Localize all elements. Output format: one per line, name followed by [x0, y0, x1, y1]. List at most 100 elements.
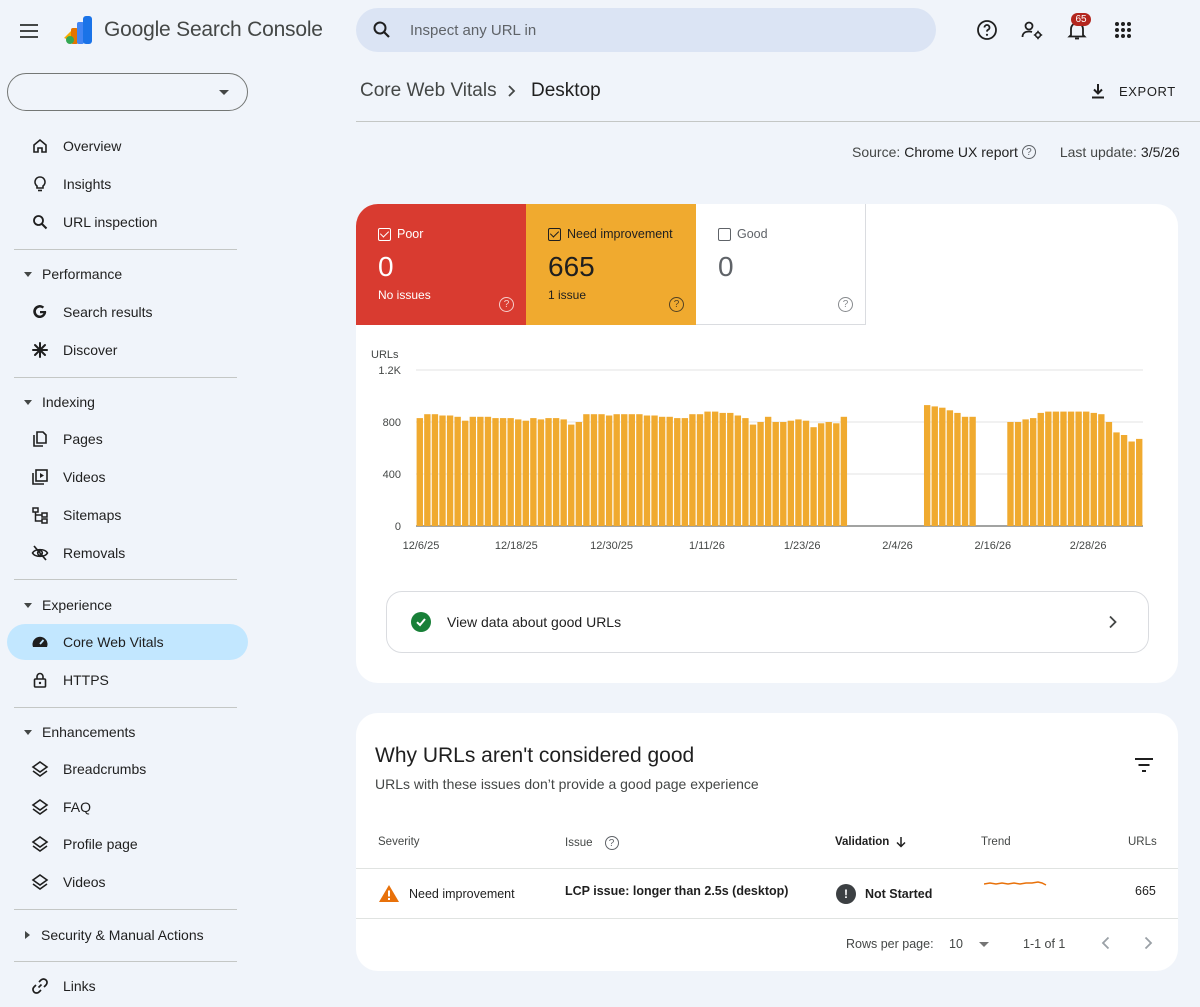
layers-icon [31, 799, 49, 815]
chart-bar [507, 418, 514, 526]
col-severity[interactable]: Severity [378, 836, 420, 848]
sidebar-divider [14, 909, 237, 910]
property-selector[interactable] [7, 73, 248, 111]
help-icon[interactable]: ? [669, 297, 684, 312]
header-divider [356, 121, 1200, 122]
sidebar-item-videos[interactable]: Videos [7, 459, 248, 495]
sidebar-item-discover[interactable]: Discover [7, 332, 248, 368]
sidebar-section-security[interactable]: Security & Manual Actions [14, 920, 204, 950]
x-tick-label: 2/16/26 [974, 540, 1011, 552]
need-improvement-tile[interactable]: Need improvement 665 1 issue ? [526, 204, 696, 325]
section-label: Security & Manual Actions [41, 927, 204, 943]
chart-bar [583, 414, 590, 526]
chart-bar [749, 424, 757, 526]
source-value: Chrome UX report [904, 144, 1018, 160]
help-icon[interactable]: ? [1021, 145, 1036, 159]
issues-card: Why URLs aren't considered good URLs wit… [356, 713, 1178, 971]
chart-bar [1045, 411, 1052, 526]
next-page-icon[interactable] [1142, 936, 1154, 950]
section-label: Enhancements [42, 724, 136, 740]
col-validation[interactable]: Validation [835, 836, 907, 848]
chart-bar [1105, 422, 1113, 526]
section-label: Experience [42, 597, 113, 613]
col-label: Validation [835, 836, 890, 848]
chart-bar [1136, 438, 1143, 526]
sidebar-item-search-results[interactable]: Search results [7, 294, 248, 330]
sidebar-section-enhancements[interactable]: Enhancements [14, 717, 135, 747]
sidebar-item-label: Search results [63, 304, 153, 320]
sidebar-item-removals[interactable]: Removals [7, 535, 248, 571]
search-input[interactable] [410, 21, 890, 39]
help-icon[interactable]: ? [604, 836, 619, 850]
col-issue[interactable]: Issue? [565, 836, 619, 850]
sidebar-item-profile-page[interactable]: Profile page [7, 826, 248, 862]
collapse-triangle-icon [24, 729, 32, 735]
source-label: Source: [852, 144, 901, 160]
chart-bar [575, 422, 583, 526]
url-inspection-search[interactable] [356, 8, 936, 52]
help-icon[interactable] [975, 18, 999, 42]
section-label: Performance [42, 266, 123, 282]
good-checkbox[interactable] [718, 228, 731, 241]
good-tile[interactable]: Good 0 ? [696, 204, 866, 325]
sidebar-item-breadcrumbs[interactable]: Breadcrumbs [7, 751, 248, 787]
col-urls[interactable]: URLs [1128, 836, 1157, 848]
chart-bar [477, 416, 484, 526]
chart-bar [1128, 441, 1135, 526]
prev-page-icon[interactable] [1100, 936, 1112, 950]
sidebar-item-label: Videos [63, 469, 106, 485]
sidebar-item-overview[interactable]: Overview [7, 128, 248, 164]
view-good-urls-link[interactable]: View data about good URLs [386, 591, 1149, 653]
row-issue-link[interactable]: LCP issue: longer than 2.5s (desktop) [565, 884, 789, 898]
need-improvement-checkbox[interactable] [548, 228, 561, 241]
filter-icon[interactable] [1134, 757, 1154, 773]
sidebar-item-pages[interactable]: Pages [7, 421, 248, 457]
main-menu-icon[interactable] [20, 18, 46, 44]
severity-label: Need improvement [409, 886, 515, 901]
y-axis-label: URLs [371, 349, 399, 361]
exclamation-icon: ! [836, 884, 856, 904]
apps-grid-icon[interactable] [1111, 18, 1135, 42]
chart-bar [598, 414, 605, 526]
sidebar-item-label: Core Web Vitals [63, 634, 164, 650]
help-icon[interactable]: ? [499, 297, 514, 312]
sidebar-item-label: FAQ [63, 799, 92, 815]
sidebar-item-faq[interactable]: FAQ [7, 789, 248, 825]
sidebar-section-performance[interactable]: Performance [14, 259, 122, 289]
chart-bar [923, 405, 931, 526]
sidebar-item-insights[interactable]: Insights [7, 166, 248, 202]
chart-bar [825, 422, 832, 526]
breadcrumb-parent[interactable]: Core Web Vitals [360, 80, 497, 101]
asterisk-icon [32, 342, 48, 358]
sidebar-item-sitemaps[interactable]: Sitemaps [7, 497, 248, 533]
chart-bar [734, 415, 742, 526]
sidebar-divider [14, 377, 237, 378]
app-title: Google Search Console [104, 18, 323, 41]
chart-bar [643, 415, 651, 526]
chart-bar [840, 416, 848, 526]
chart-bar [1120, 435, 1128, 526]
user-settings-icon[interactable] [1020, 18, 1044, 42]
sidebar-section-experience[interactable]: Experience [14, 590, 112, 620]
rows-per-page-select[interactable]: 10 [949, 937, 989, 951]
chart-bar [719, 412, 726, 526]
sidebar-item-links[interactable]: Links [7, 968, 248, 1004]
poor-tile[interactable]: Poor 0 No issues ? [356, 204, 526, 325]
chart-bar [666, 416, 673, 526]
sidebar-section-indexing[interactable]: Indexing [14, 387, 95, 417]
sidebar-item-https[interactable]: HTTPS [7, 662, 248, 698]
sidebar-item-core-web-vitals[interactable]: Core Web Vitals [7, 624, 248, 660]
chart-bar [795, 419, 802, 526]
sidebar-item-enh-videos[interactable]: Videos [7, 864, 248, 900]
sidebar-item-url-inspection[interactable]: URL inspection [7, 204, 248, 240]
chart-bar [651, 415, 658, 526]
export-button[interactable]: EXPORT [1089, 79, 1176, 103]
issues-title: Why URLs aren't considered good [375, 744, 695, 767]
search-console-logo [64, 16, 92, 44]
chart-bar [772, 422, 779, 526]
section-label: Indexing [42, 394, 95, 410]
help-icon[interactable]: ? [838, 297, 853, 312]
check-circle-icon [411, 612, 431, 632]
chart-bar [833, 423, 840, 526]
poor-checkbox[interactable] [378, 228, 391, 241]
